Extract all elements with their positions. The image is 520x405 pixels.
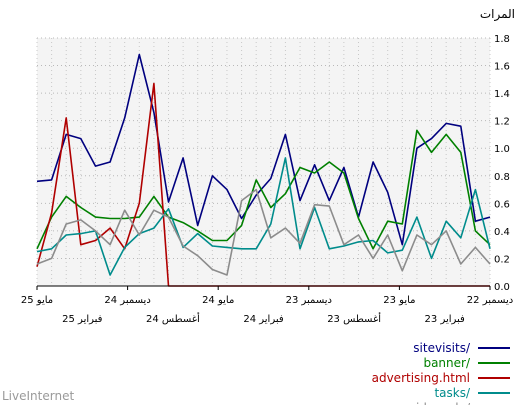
x-tick-label: فبراير 23	[425, 314, 466, 325]
x-tick-labels: ديسمبر 22 مايو 23 ديسمبر 23 مايو 24 ديسمبر 2…	[21, 286, 513, 325]
x-tick-label: فبراير 24	[243, 314, 284, 325]
y-tick-label: 1.8	[494, 34, 510, 45]
y-tick-label: 1.0	[494, 144, 510, 155]
series-line-tasks	[36, 157, 491, 276]
y-tick-label: 0.8	[494, 172, 510, 183]
legend-label: sitevisits/	[413, 341, 471, 355]
x-tick-label: ديسمبر 24	[104, 295, 150, 306]
grid-lines	[36, 37, 491, 286]
y-tick-label: 0.2	[494, 254, 510, 265]
series-line-banner	[36, 129, 491, 250]
legend: sitevisits/banner/advertising.htmltasks/…	[372, 341, 510, 405]
plot-area	[37, 38, 490, 286]
y-tick-label: 1.4	[494, 89, 510, 100]
legend-label: banner/	[423, 356, 470, 370]
x-tick-label: مايو 23	[383, 295, 415, 306]
y-axis-label: المرات	[480, 7, 515, 22]
legend-label: tasks/	[434, 386, 471, 400]
series-line-sitevisits	[36, 53, 491, 246]
legend-label: advertising.html	[372, 371, 470, 385]
y-tick-label: 0.4	[494, 227, 510, 238]
x-tick-label: ديسمبر 23	[286, 295, 332, 306]
x-tick-label: مايو 24	[202, 295, 234, 306]
y-tick-label: 1.2	[494, 117, 510, 128]
x-tick-label: ديسمبر 22	[467, 295, 513, 306]
y-tick-label: 0.6	[494, 199, 510, 210]
x-tick-label: فبراير 25	[62, 314, 103, 325]
footer-brand: LiveInternet	[2, 389, 74, 403]
y-tick-label: 0.0	[494, 282, 510, 293]
x-tick-label: أغسطس 23	[327, 312, 381, 325]
x-tick-label: مايو 25	[21, 295, 53, 306]
series-line-videosale	[36, 188, 491, 276]
y-tick-labels: 0.0 0.2 0.4 0.6 0.8 1.0 1.2 1.4 1.6 1.8	[494, 34, 510, 293]
legend-label: videosale/	[409, 401, 471, 405]
x-tick-label: أغسطس 24	[146, 312, 200, 325]
y-tick-label: 1.6	[494, 62, 510, 73]
